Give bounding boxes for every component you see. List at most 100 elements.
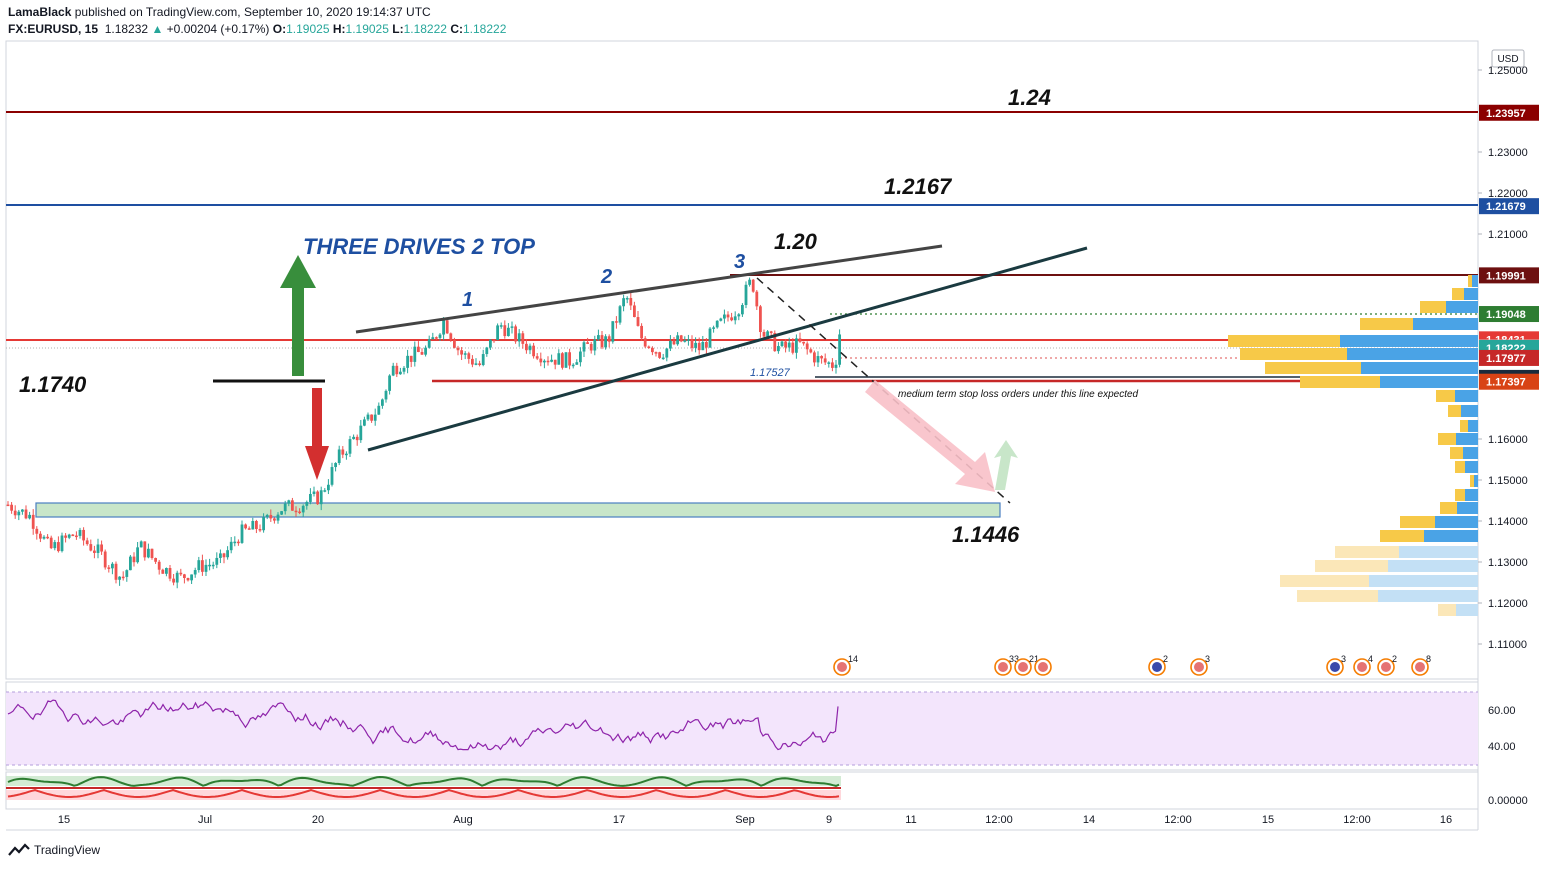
vp-bar-buy (1435, 516, 1478, 528)
candle-body (651, 347, 654, 353)
y-tick-label: 1.25000 (1488, 65, 1528, 77)
candle-body (330, 467, 334, 485)
red-down-arrow[interactable] (305, 388, 329, 480)
currency-button[interactable]: USD (1491, 49, 1525, 68)
candle-body (129, 556, 132, 571)
lower-wedge-line[interactable] (367, 246, 1088, 452)
drive-3-label[interactable]: 3 (734, 251, 745, 273)
candle-body (420, 352, 424, 355)
candle-body (193, 570, 197, 575)
candle-body (823, 358, 827, 363)
candle-body (13, 510, 17, 516)
osc-tick-0: 0.00000 (1488, 795, 1528, 807)
vp-bar-sell (1240, 348, 1347, 360)
candle-body (132, 556, 136, 563)
light-green-up-arrow[interactable] (994, 440, 1018, 490)
last-price: 1.18232 (104, 22, 149, 36)
price-label-text: 1.17977 (1486, 353, 1526, 365)
candle-body (525, 343, 528, 351)
candle-body (777, 346, 780, 352)
candle-body (244, 524, 247, 529)
vp-bar-buy (1472, 275, 1478, 287)
candle-body (42, 536, 46, 539)
candle-body (561, 353, 564, 368)
candle-body (435, 337, 438, 339)
candle-body (679, 335, 683, 342)
candle-body (827, 362, 831, 364)
candle-body (294, 510, 298, 513)
price-axis[interactable]: 1.25000 1.23000 1.22000 1.21000 1.16000 1.150… (1478, 65, 1528, 651)
candle-body (553, 359, 557, 365)
y-tick-label: 1.11000 (1488, 639, 1527, 651)
pink-down-arrow[interactable] (865, 380, 995, 492)
drive-1-label[interactable]: 1 (462, 289, 473, 311)
osc-line-green (7, 775, 840, 787)
candle-body (334, 463, 337, 468)
candle-body (838, 334, 841, 365)
candle-body (564, 352, 568, 368)
title-annotation[interactable]: THREE DRIVES 2 TOP (303, 234, 535, 259)
annotation-117527[interactable]: 1.17527 (750, 367, 791, 379)
event-count: 14 (848, 654, 858, 664)
publisher-name[interactable]: LamaBlack (8, 5, 72, 19)
candle-body (24, 509, 28, 519)
candle-body (67, 534, 71, 538)
candle-body (345, 453, 348, 456)
candle-body (327, 484, 330, 491)
vp-bar-buy (1463, 447, 1478, 459)
candle-body (111, 563, 114, 569)
candle-body (114, 563, 118, 580)
candle-body (298, 511, 301, 514)
candle-body (550, 359, 553, 362)
up-arrow-icon: ▲ (151, 22, 164, 36)
candle-body (78, 529, 82, 536)
annotation-12167[interactable]: 1.2167 (884, 174, 953, 199)
y-tick-label: 1.13000 (1488, 557, 1528, 569)
vp-bar-buy (1468, 420, 1478, 432)
chart-canvas[interactable]: USD THREE DRIVES 2 TOP 1.24 1.2167 1.20 … (0, 40, 1545, 840)
candle-body (507, 327, 510, 337)
candle-body (568, 352, 571, 366)
candle-body (474, 363, 478, 365)
annotation-120[interactable]: 1.20 (774, 229, 818, 254)
candle-body (71, 534, 75, 537)
event-count: 3 (1341, 654, 1346, 664)
vp-bar-buy (1380, 376, 1478, 388)
candle-body (229, 541, 233, 551)
candle-body (521, 333, 525, 344)
candle-body (96, 544, 100, 553)
vp-bar-buy (1464, 288, 1478, 300)
vp-bar-buy (1340, 335, 1478, 347)
annotation-11740[interactable]: 1.1740 (19, 372, 87, 397)
candle-body (89, 544, 93, 551)
x-tick-label: 12:00 (1164, 814, 1192, 826)
candle-body (744, 284, 748, 306)
candle-body (820, 356, 823, 359)
candle-body (582, 342, 586, 352)
candle-body (813, 352, 816, 363)
drive-2-label[interactable]: 2 (600, 266, 612, 288)
vp-bar-sell (1436, 390, 1455, 402)
upper-wedge-line[interactable] (355, 244, 943, 334)
time-axis[interactable]: 15 Jul 20 Aug 17 Sep 9 11 12:00 14 12:00 15 12:00 16 (58, 814, 1452, 826)
candle-body (532, 345, 535, 357)
vp-bar-buy (1461, 405, 1478, 417)
symbol-name[interactable]: FX:EURUSD, 15 (8, 22, 99, 36)
candle-body (802, 341, 805, 344)
x-tick-label: 15 (1262, 814, 1274, 826)
candle-body (121, 576, 125, 579)
annotation-11446[interactable]: 1.1446 (952, 522, 1020, 547)
vp-bar-sell (1460, 420, 1468, 432)
tradingview-logo[interactable]: TradingView (8, 843, 100, 857)
annotation-124[interactable]: 1.24 (1008, 85, 1051, 110)
green-up-arrow[interactable] (280, 255, 316, 376)
event-count: 33 (1009, 654, 1019, 664)
demand-zone[interactable] (35, 502, 1001, 518)
candle-body (366, 414, 370, 420)
candle-body (175, 572, 179, 583)
stop-loss-note[interactable]: medium term stop loss orders under this … (898, 389, 1139, 400)
vp-bar-sell (1448, 405, 1461, 417)
candle-body (204, 564, 208, 572)
vp-bar-buy (1413, 318, 1478, 330)
vp-bar-sell (1335, 546, 1399, 558)
